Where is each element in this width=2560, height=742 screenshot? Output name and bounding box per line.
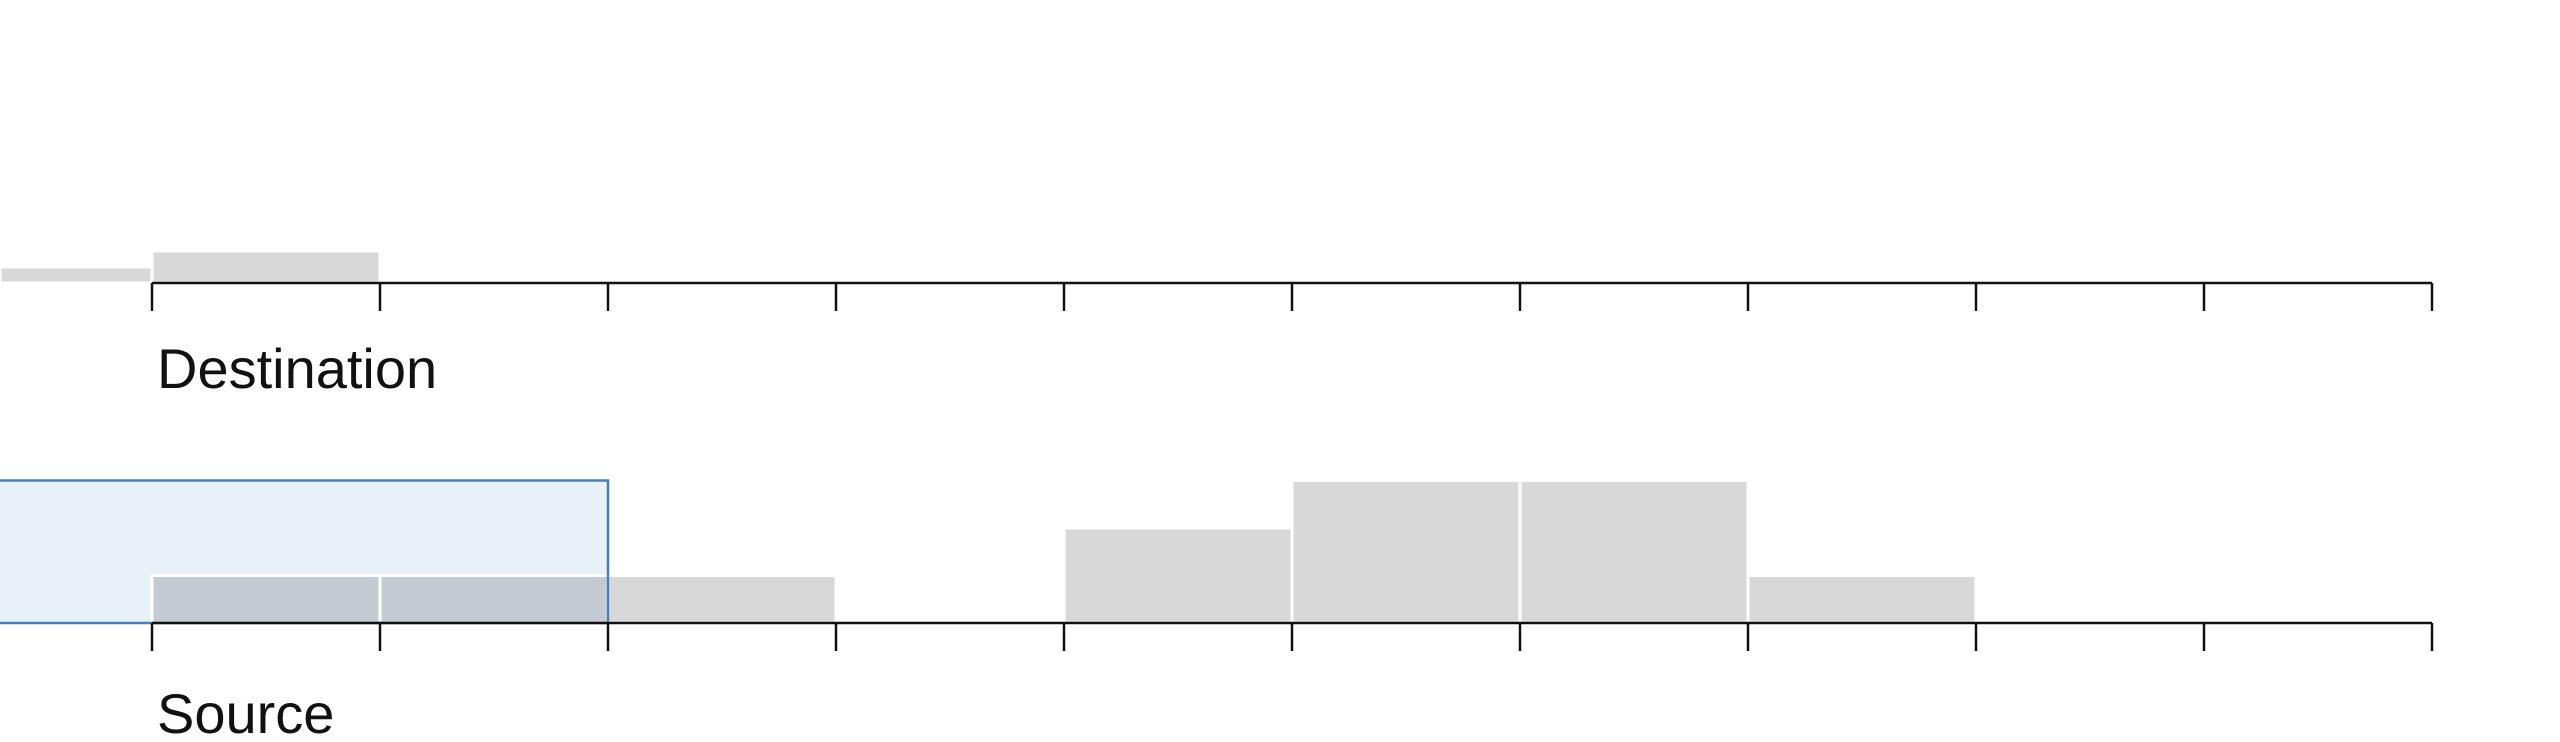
destination-axis-title: Destination xyxy=(157,337,437,400)
destination-bar[interactable] xyxy=(0,265,154,285)
source-bar[interactable] xyxy=(1518,479,1750,625)
source-bar[interactable] xyxy=(378,574,610,625)
source-bar[interactable] xyxy=(1290,479,1522,625)
source-axis-title: Source xyxy=(157,682,334,742)
source-histogram xyxy=(0,479,2434,651)
source-bar[interactable] xyxy=(150,574,382,625)
source-bar[interactable] xyxy=(606,574,838,625)
destination-histogram xyxy=(0,249,2434,311)
source-bar[interactable] xyxy=(1746,574,1978,625)
source-bar[interactable] xyxy=(1062,526,1294,625)
destination-bar[interactable] xyxy=(150,249,382,285)
